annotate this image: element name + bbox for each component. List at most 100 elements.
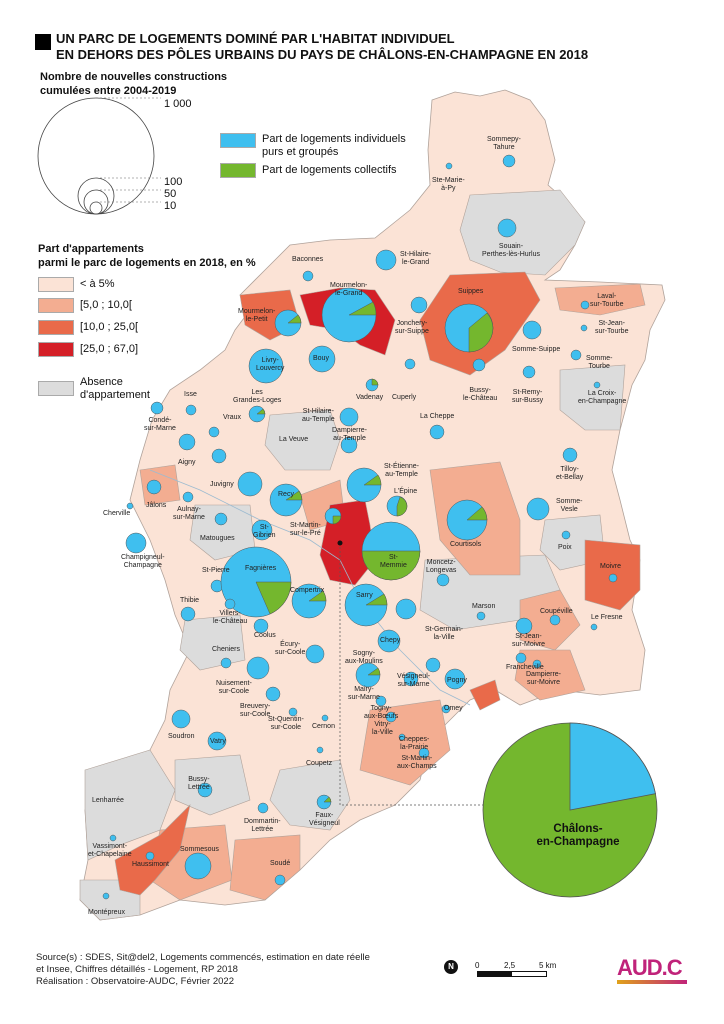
legend-swatch-25-67 [38, 342, 74, 357]
label-montepreux: Montépreux [88, 909, 125, 916]
label-mairy: Mairy-sur-Marne [348, 686, 380, 701]
scale-bar: 0 2,5 5 km [475, 961, 557, 991]
pie-juvigny-east [237, 471, 263, 497]
legend-swatch-10-25 [38, 320, 74, 335]
pie-vesigneul [403, 671, 419, 687]
label-jonchery: Jonchery-sur-Suippe [395, 320, 429, 335]
label-somme-suippe: Somme-Suippe [512, 346, 561, 353]
label-bouy: Bouy [313, 355, 329, 362]
pie-omey [441, 704, 451, 714]
size-label-10: 10 [164, 200, 177, 212]
audc-logo: AUD.C [617, 955, 683, 980]
pie-juvigny [211, 448, 227, 464]
label-st-remy: St-Remy-sur-Bussy [512, 389, 544, 404]
pie-marson [476, 611, 486, 621]
chalons-pie [482, 722, 658, 898]
zone-sw-grey [84, 749, 176, 861]
pie-isse [185, 404, 197, 416]
pie-aigny [178, 433, 196, 451]
pie-st-hilaire-grand [375, 249, 397, 271]
label-st-jean-tourbe: St-Jean-sur-Tourbe [595, 320, 629, 335]
label-dommartin: Dommartin- Lettrée [244, 818, 281, 833]
pie-vatry [207, 731, 227, 751]
pie-tilloy [562, 447, 578, 463]
label-ecury: Écury-sur-Coole [275, 641, 306, 656]
pie-montepreux [102, 892, 110, 900]
label-moncetz: Moncetz- Longevas [426, 559, 457, 574]
label-sogny: Sogny-aux-Moulins [345, 650, 383, 665]
pie-breuvery [265, 686, 281, 702]
pie-cheniers [220, 657, 232, 669]
label-faux: Faux- Vésigneul [309, 812, 340, 827]
label-champigneul: Champigneul- Champagne [121, 554, 165, 569]
title-line-2: EN DEHORS DES PÔLES URBAINS DU PAYS DE C… [56, 47, 589, 62]
title-line-1: UN PARC DE LOGEMENTS DOMINÉ PAR L'HABITA… [56, 31, 455, 46]
label-dampierre-moivre: Dampierre-sur-Moivre [526, 671, 562, 686]
pie-mourmelon-grand-collective [348, 301, 377, 316]
legend-label-collective: Part de logements collectifs [262, 164, 397, 176]
legend-swatch-collective [220, 163, 256, 178]
pie-conde [150, 401, 164, 415]
label-mourmelon-petit: Mourmelon-le-Petit [238, 308, 276, 323]
pie-bouy [308, 345, 336, 373]
north-arrow-icon: N [444, 960, 458, 974]
pie-coupeville [549, 614, 561, 626]
logo-underline [617, 980, 687, 984]
label-soude: Soudé [270, 860, 291, 867]
legend-label-lt5: < à 5% [80, 278, 115, 290]
label-breuvery: Breuvery-sur-Coole [240, 703, 271, 718]
label-poix: Poix [558, 544, 572, 551]
legend-swatch-5-10 [38, 298, 74, 313]
pie-vitry [385, 711, 397, 723]
legend-label-5-10: [5,0 ; 10,0[ [80, 299, 132, 311]
pie-coupetz [316, 746, 324, 754]
legend-swatch-lt5 [38, 277, 74, 292]
label-chepy: Chepy [380, 637, 401, 644]
label-coupeville: Coupéville [540, 608, 573, 615]
size-legend-circles [37, 97, 161, 215]
label-bussy-lettree: Bussy- Lettrée [188, 776, 210, 791]
pie-dampierre-moivre [532, 659, 542, 669]
pies [102, 154, 618, 900]
pie-bussy-chateau [472, 358, 486, 372]
pie-ste-marie [445, 162, 453, 170]
label-cernon: Cernon [312, 723, 335, 730]
label-haussimont: Haussimont [132, 861, 169, 868]
pie-somme-tourbe [570, 349, 582, 361]
pie-moncetz-2 [395, 598, 417, 620]
pie-souain [497, 218, 517, 238]
pie-vassimont [109, 834, 117, 842]
pie-cernon [321, 714, 329, 722]
pie-cherville [126, 502, 134, 510]
pie-moivre [608, 573, 618, 583]
label-jalons: Jâlons [146, 502, 167, 509]
legend-swatch-absence [38, 381, 74, 396]
label-somme-vesle: Somme- Vesle [556, 498, 583, 513]
label-le-fresne: Le Fresne [591, 614, 623, 621]
pie-st-remy [522, 365, 536, 379]
scale-tick-5: 5 km [539, 961, 557, 970]
chalons-label: Châlons- en-Champagne [536, 823, 620, 848]
label-soudron: Soudron [168, 733, 195, 740]
label-matougues: Matougues [200, 535, 235, 542]
footer-line-2: et Insee, Chiffres détaillés - Logement,… [36, 964, 238, 975]
label-st-hilaire-grand: St-Hilaire-le-Grand [400, 251, 432, 266]
label-la-croix: La Croix-en-Champagne [578, 390, 627, 405]
label-vassimont: Vassimont-et-Chapelaine [88, 843, 132, 858]
label-aigny: Aigny [178, 459, 196, 466]
zone-souain-grey [459, 189, 586, 276]
footer-line-3: Réalisation : Observatoire-AUDC, Février… [36, 976, 234, 987]
label-sommesous: Sommesous [180, 846, 219, 853]
pie-vraux [208, 426, 220, 438]
title-square [35, 34, 51, 50]
zone-bussy-grey [174, 754, 251, 816]
size-legend-title-line-1: Nombre de nouvelles constructions [40, 71, 228, 83]
label-cheniers: Cheniers [212, 646, 241, 653]
label-coupetz: Coupetz [306, 760, 333, 767]
label-omey: Omey [444, 705, 463, 712]
label-fagnieres: Fagnières [245, 565, 277, 572]
pie-somme-suippe [522, 320, 542, 340]
pie-bussy-lettree [197, 782, 213, 798]
